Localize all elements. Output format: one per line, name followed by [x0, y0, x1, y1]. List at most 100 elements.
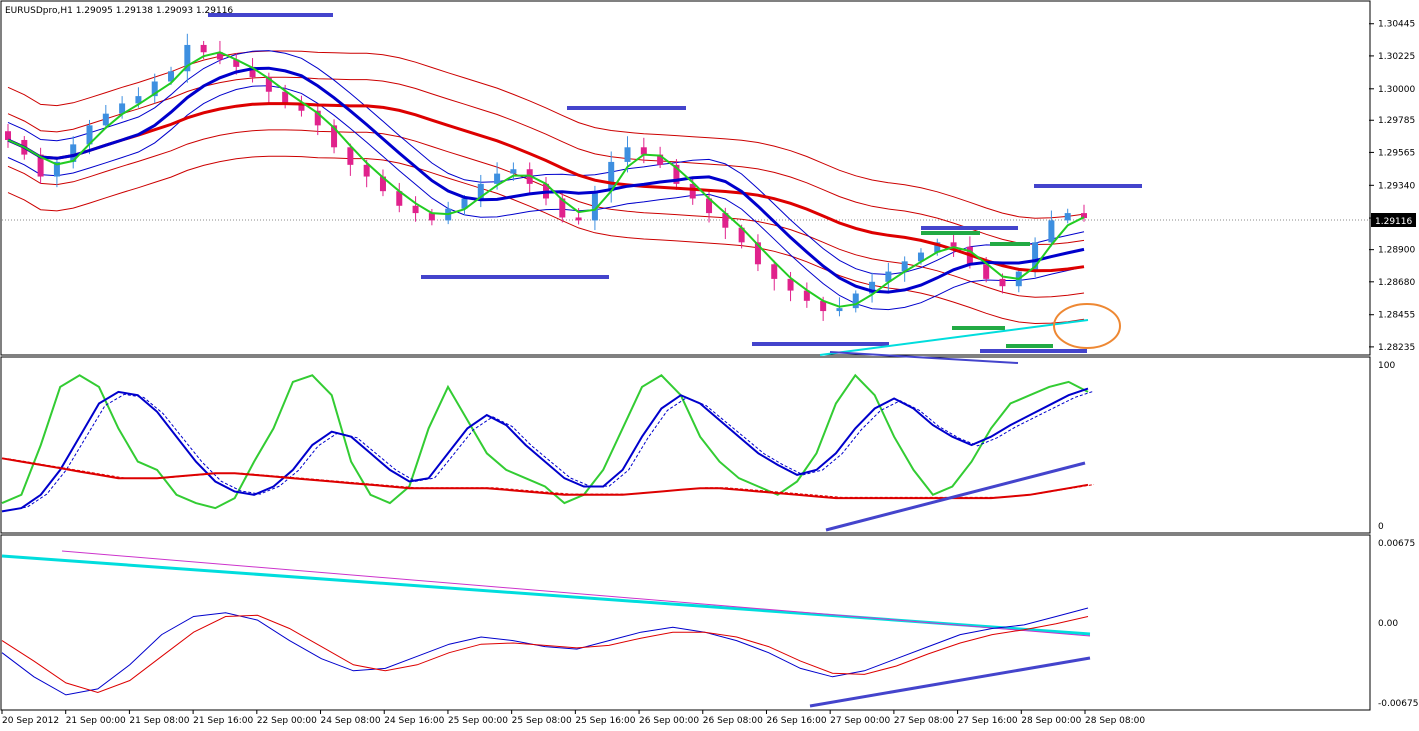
price-tick-label: 1.30225	[1378, 52, 1415, 62]
time-tick-label: 26 Sep 00:00	[639, 716, 699, 726]
candle-body	[624, 147, 631, 162]
price-tick-label: 1.29785	[1378, 116, 1415, 126]
highlight-circle	[1053, 303, 1121, 349]
candle-body	[559, 198, 566, 218]
symbol-header: EURUSDpro,H1 1.29095 1.29138 1.29093 1.2…	[5, 6, 233, 16]
slow-ma-line	[7, 102, 1085, 273]
time-tick-label: 21 Sep 08:00	[129, 716, 189, 726]
candle-body	[510, 169, 517, 174]
candle-body	[999, 278, 1006, 287]
candle-body	[5, 131, 11, 140]
stoch-tick-0: 0	[1378, 522, 1384, 532]
price-tick-label: 1.28235	[1378, 343, 1415, 353]
candle-body	[673, 164, 680, 184]
candle-body	[1048, 220, 1055, 243]
time-tick-label: 28 Sep 08:00	[1085, 716, 1145, 726]
candle-body	[331, 125, 338, 148]
candle-body	[852, 293, 859, 309]
price-tick-label: 1.30445	[1378, 20, 1415, 30]
price-pane-border	[0, 0, 1371, 356]
time-tick-label: 21 Sep 16:00	[193, 716, 253, 726]
macd-tick-top: 0.00675	[1378, 539, 1415, 549]
candle-body	[738, 227, 745, 243]
candle-body	[787, 278, 794, 291]
candle-body	[722, 213, 729, 228]
candle-body	[265, 77, 272, 92]
fast-ma-line	[7, 51, 1085, 308]
time-axis: 20 Sep 2012 21 Sep 00:00 21 Sep 08:00 21 Se…	[1, 710, 1145, 726]
candle-body	[249, 66, 256, 78]
candle-body	[379, 176, 386, 192]
time-tick-label: 20 Sep 2012	[2, 716, 59, 726]
candle-body	[37, 154, 44, 177]
macd-tick-zero: 0.00	[1378, 619, 1398, 629]
candle-body	[754, 242, 761, 265]
stoch-tick-100: 100	[1378, 361, 1395, 371]
price-tick-label: 1.28680	[1378, 278, 1415, 288]
stoch-signal-dashed	[7, 458, 1095, 498]
candle-body	[200, 44, 207, 53]
candle-body	[102, 113, 109, 126]
candle-body	[168, 71, 175, 82]
stoch-series-line	[1, 373, 1089, 510]
macd-series-line	[1, 614, 1089, 694]
candle-body	[917, 252, 924, 262]
magenta-trendline-macd	[61, 550, 1091, 637]
candle-body	[282, 91, 289, 104]
candle-body	[70, 144, 77, 162]
divergence-line	[829, 351, 1019, 364]
time-tick-label: 27 Sep 16:00	[958, 716, 1018, 726]
candle-body	[1032, 242, 1039, 272]
candle-body	[184, 44, 191, 72]
candle-body	[396, 191, 403, 206]
stoch-series-line	[1, 387, 1089, 513]
time-tick-label: 25 Sep 00:00	[448, 716, 508, 726]
time-tick-label: 25 Sep 16:00	[575, 716, 635, 726]
time-tick-label: 28 Sep 00:00	[1021, 716, 1081, 726]
candle-body	[412, 205, 419, 214]
sr-levels	[208, 13, 1142, 364]
envelope-band	[7, 76, 1085, 246]
time-tick-label: 26 Sep 16:00	[766, 716, 826, 726]
macd-pane-border	[0, 534, 1371, 711]
current-price-box	[1371, 213, 1416, 227]
candle-body	[363, 164, 370, 177]
stochastic-lines	[1, 373, 1095, 513]
time-tick-label: 27 Sep 08:00	[894, 716, 954, 726]
candle-body	[901, 261, 908, 272]
price-tick-label: 1.28900	[1378, 246, 1415, 256]
price-tick-label: 1.29565	[1378, 148, 1415, 158]
candle-body	[934, 242, 941, 253]
candle-body	[983, 264, 990, 279]
cyan-trendline	[819, 319, 1089, 356]
macd-tick-bottom: -0.00675	[1378, 699, 1418, 709]
stoch-trendline	[825, 461, 1086, 532]
macd-trendline	[809, 656, 1091, 708]
candle-body	[591, 191, 598, 221]
candle-body	[428, 213, 435, 221]
candle-body	[119, 103, 126, 114]
candle-body	[950, 242, 957, 247]
time-tick-label: 25 Sep 08:00	[512, 716, 572, 726]
candle-body	[1064, 213, 1071, 221]
price-moving-averages	[7, 51, 1085, 308]
candle-body	[233, 59, 240, 67]
time-tick-label: 27 Sep 00:00	[830, 716, 890, 726]
price-tick-label: 1.29340	[1378, 181, 1415, 191]
mid-ma-line	[7, 66, 1085, 294]
candle-body	[135, 96, 142, 104]
candle-body	[477, 183, 484, 199]
time-tick-label: 21 Sep 00:00	[66, 716, 126, 726]
candle-body	[869, 281, 876, 294]
candle-body	[86, 125, 93, 145]
candle-body	[216, 52, 223, 60]
candle-body	[53, 161, 60, 177]
time-tick-label: 22 Sep 00:00	[257, 716, 317, 726]
price-tick-label: 1.28455	[1378, 311, 1415, 321]
candle-body	[1081, 213, 1087, 219]
candle-body	[461, 198, 468, 209]
candle-body	[298, 103, 305, 111]
candle-body	[494, 173, 501, 184]
